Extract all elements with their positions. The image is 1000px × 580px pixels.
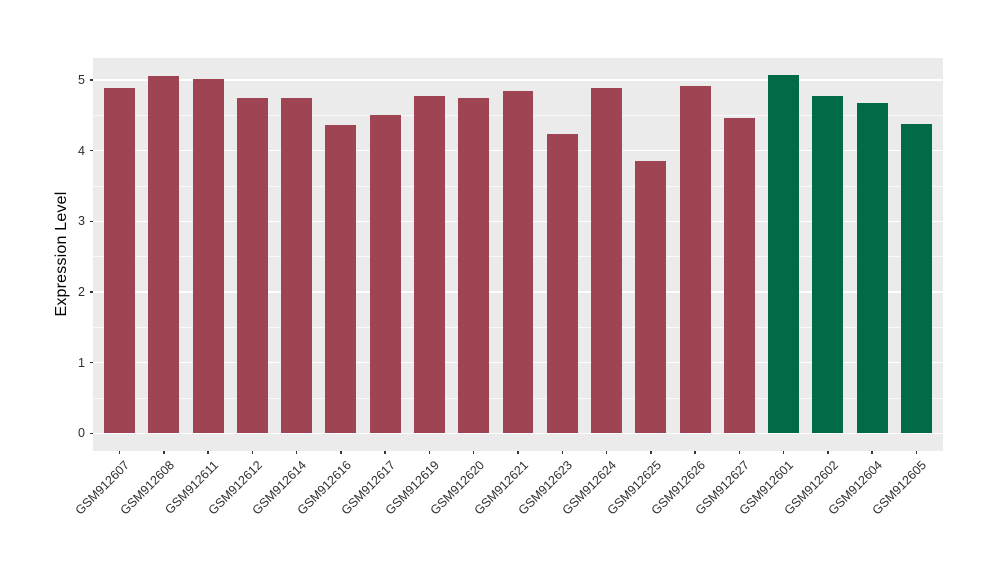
y-tick-label: 4 [78,143,85,158]
y-tick-mark [89,432,93,435]
x-tick-mark [915,451,918,454]
bar-GSM912601 [768,74,800,434]
bar-GSM912604 [856,103,888,434]
x-tick-mark [650,451,652,454]
bar-GSM912612 [236,97,268,434]
x-tick-mark [561,451,563,454]
bar-GSM912620 [458,97,490,434]
bar-GSM912611 [192,78,224,434]
bar-GSM912621 [502,91,534,434]
x-tick-mark [605,451,608,454]
x-tick-mark [738,451,741,454]
y-tick-label: 5 [78,72,85,87]
y-tick-label: 0 [78,426,85,441]
bar-GSM912617 [369,115,401,434]
bar-GSM912624 [591,88,623,434]
x-tick-mark [782,451,785,454]
x-tick-mark [827,451,829,454]
x-tick-mark [163,451,165,454]
x-tick-mark [871,451,873,454]
bar-GSM912602 [812,96,844,434]
x-tick-mark [517,451,519,454]
bar-GSM912623 [546,133,578,434]
x-tick-mark [207,451,209,454]
bar-GSM912605 [900,124,932,434]
y-tick-mark [89,220,93,222]
y-tick-label: 2 [78,284,85,299]
x-tick-mark [340,451,342,454]
y-tick-mark [89,149,93,152]
x-tick-mark [118,451,121,454]
x-tick-mark [428,451,431,454]
y-tick-mark [89,79,93,81]
bar-GSM912608 [148,75,180,434]
y-tick-mark [89,291,93,293]
x-tick-mark [295,451,298,454]
y-tick-label: 3 [78,214,85,229]
bar-GSM912616 [325,125,357,434]
y-tick-mark [89,361,93,364]
y-tick-label: 1 [78,355,85,370]
gridline-major [93,432,943,435]
x-tick-mark [694,451,696,454]
bar-GSM912619 [413,96,445,434]
bar-GSM912626 [679,86,711,434]
bar-GSM912614 [281,98,313,434]
x-tick-mark [473,451,475,454]
gridline-major [93,79,943,81]
bar-GSM912607 [104,88,136,434]
bar-GSM912627 [723,118,755,434]
bar-GSM912625 [635,161,667,434]
x-tick-mark [384,451,386,454]
plot-panel [93,58,943,451]
x-tick-mark [251,451,254,454]
